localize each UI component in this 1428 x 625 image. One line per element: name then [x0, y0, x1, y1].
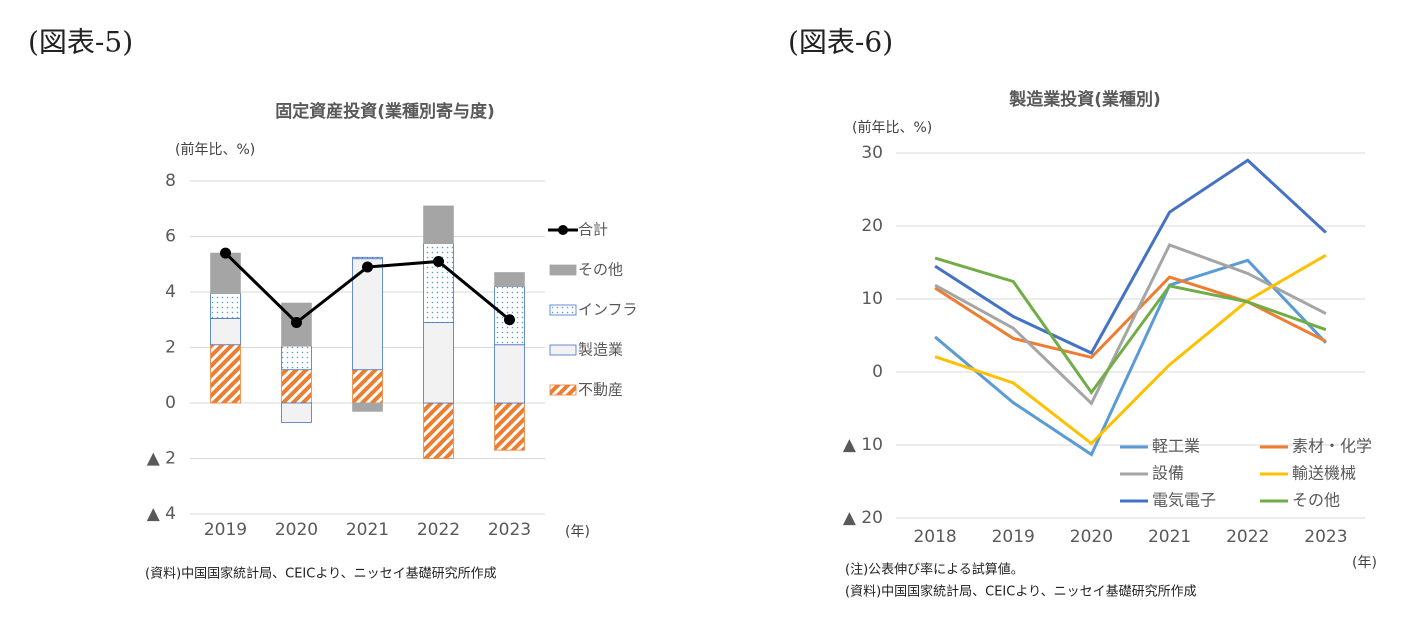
- x-tick-label: 2019: [992, 527, 1035, 547]
- x-axis-unit: (年): [1352, 555, 1377, 571]
- legend-label: 輸送機械: [1292, 464, 1356, 483]
- note: (資料)中国国家統計局、CEICより、ニッセイ基礎研究所作成: [845, 584, 1197, 600]
- y-tick-label: ▲ 4: [147, 504, 176, 524]
- bar-segment: [210, 292, 241, 319]
- legend-label: インフラ: [578, 301, 638, 319]
- note: (注)公表伸び率による試算値。: [845, 562, 1024, 578]
- y-axis-label: (前年比、%): [852, 119, 932, 136]
- y-tick-label: ▲ 10: [843, 435, 883, 455]
- legend-label: 製造業: [578, 341, 623, 359]
- line: [934, 253, 1327, 446]
- bar-segment: [281, 369, 312, 404]
- x-tick-label: 2023: [488, 520, 531, 540]
- bar-segment: [210, 344, 241, 404]
- bar-segment: [352, 258, 383, 371]
- legend-label: その他: [1292, 491, 1340, 510]
- x-tick-label: 2023: [1304, 527, 1347, 547]
- legend-swatch: [549, 344, 577, 356]
- chart-title: 固定資産投資(業種別寄与度): [275, 101, 495, 122]
- marker: [291, 317, 302, 329]
- bar-segment: [423, 243, 454, 323]
- x-tick-label: 2021: [346, 520, 389, 540]
- bar-segment: [210, 317, 241, 346]
- bar-segment: [352, 369, 383, 404]
- bar-segment: [423, 402, 454, 459]
- bar-segment: [352, 402, 383, 412]
- bar-segment: [281, 345, 312, 371]
- legend-label: 合計: [578, 221, 608, 239]
- y-tick-label: 0: [165, 393, 176, 413]
- bar-segment: [494, 402, 525, 451]
- y-tick-label: 0: [872, 362, 883, 382]
- legend-swatch: [549, 304, 577, 316]
- y-tick-label: 4: [165, 282, 176, 302]
- y-tick-label: 2: [165, 338, 176, 358]
- chart-title: 製造業投資(業種別): [1008, 89, 1161, 110]
- y-tick-label: 20: [861, 216, 883, 236]
- legend-label: 軽工業: [1152, 437, 1200, 456]
- legend-swatch: [549, 264, 577, 276]
- x-tick-label: 2019: [204, 520, 247, 540]
- legend-label: 素材・化学: [1292, 437, 1372, 456]
- y-tick-label: ▲ 2: [147, 449, 176, 469]
- x-tick-label: 2020: [275, 520, 318, 540]
- legend-swatch: [549, 384, 577, 396]
- line: [934, 158, 1327, 355]
- y-tick-label: 6: [165, 227, 176, 247]
- legend-label: その他: [578, 261, 623, 279]
- legend-label: 設備: [1152, 464, 1184, 483]
- line: [934, 275, 1327, 360]
- y-tick-label: 8: [165, 171, 176, 191]
- bar-segment: [281, 402, 312, 423]
- bar-segment: [423, 205, 454, 244]
- line: [934, 256, 1327, 396]
- x-axis-unit: (年): [565, 524, 590, 540]
- figure-label: (図表-6): [788, 26, 893, 59]
- y-tick-label: 30: [861, 143, 883, 163]
- x-tick-label: 2020: [1070, 527, 1113, 547]
- x-tick-label: 2021: [1148, 527, 1191, 547]
- bar-segment: [494, 272, 525, 287]
- marker: [220, 247, 231, 259]
- x-tick-label: 2022: [417, 520, 460, 540]
- y-tick-label: 10: [861, 289, 883, 309]
- legend-label: 電気電子: [1152, 491, 1216, 510]
- y-axis-label: (前年比、%): [175, 141, 255, 158]
- marker: [362, 261, 373, 273]
- line: [934, 243, 1327, 406]
- figure-label: (図表-5): [28, 26, 133, 59]
- legend-label: 不動産: [578, 381, 623, 399]
- note: (資料)中国国家統計局、CEICより、ニッセイ基礎研究所作成: [145, 566, 497, 582]
- x-tick-label: 2022: [1226, 527, 1269, 547]
- marker: [433, 255, 444, 267]
- y-tick-label: ▲ 20: [843, 508, 883, 528]
- bar-segment: [423, 322, 454, 404]
- legend-swatch: [558, 225, 568, 235]
- marker: [504, 314, 515, 326]
- x-tick-label: 2018: [913, 527, 956, 547]
- line: [934, 258, 1328, 457]
- bar-segment: [494, 344, 525, 404]
- bar-segment: [352, 256, 383, 260]
- bar-segment: [210, 252, 241, 294]
